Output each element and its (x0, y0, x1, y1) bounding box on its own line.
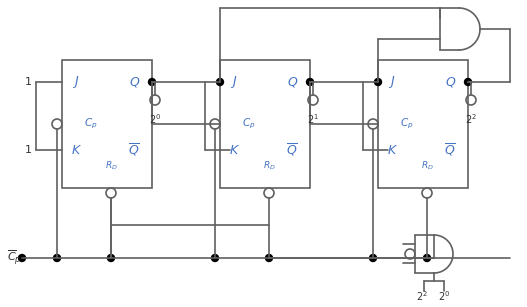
Circle shape (217, 79, 223, 86)
Text: 1: 1 (24, 145, 32, 155)
Circle shape (108, 255, 114, 262)
Text: $\overline{Q}$: $\overline{Q}$ (444, 142, 456, 158)
Bar (378, 60, 468, 188)
Text: Q: Q (129, 76, 139, 88)
Text: $C_p$: $C_p$ (400, 117, 414, 131)
Text: $2^1$: $2^1$ (307, 112, 319, 126)
Circle shape (424, 255, 431, 262)
Text: K: K (388, 143, 396, 157)
Text: K: K (72, 143, 80, 157)
Text: $2^0$: $2^0$ (149, 112, 161, 126)
Circle shape (369, 255, 376, 262)
Text: $\overline{Q}$: $\overline{Q}$ (286, 142, 298, 158)
Text: $2^0$: $2^0$ (438, 289, 450, 303)
Text: J: J (390, 76, 394, 88)
Circle shape (149, 79, 155, 86)
Text: $C_p$: $C_p$ (84, 117, 97, 131)
Text: Q: Q (287, 76, 297, 88)
Text: K: K (230, 143, 238, 157)
Text: $R_D$: $R_D$ (104, 160, 118, 172)
Text: $C_p$: $C_p$ (242, 117, 256, 131)
Bar (62, 60, 152, 188)
Circle shape (18, 255, 25, 262)
Text: J: J (232, 76, 236, 88)
Text: Q: Q (445, 76, 455, 88)
Text: $\overline{Q}$: $\overline{Q}$ (128, 142, 140, 158)
Circle shape (375, 79, 382, 86)
Text: $2^2$: $2^2$ (416, 289, 428, 303)
Circle shape (54, 255, 61, 262)
Circle shape (307, 79, 314, 86)
Circle shape (211, 255, 219, 262)
Circle shape (464, 79, 472, 86)
Text: $R_D$: $R_D$ (421, 160, 433, 172)
Text: $2^2$: $2^2$ (465, 112, 477, 126)
Text: $\overline{C}_p$: $\overline{C}_p$ (7, 248, 21, 268)
Text: 1: 1 (24, 77, 32, 87)
Text: J: J (74, 76, 78, 88)
Circle shape (266, 255, 272, 262)
Text: $R_D$: $R_D$ (262, 160, 276, 172)
Bar (220, 60, 310, 188)
